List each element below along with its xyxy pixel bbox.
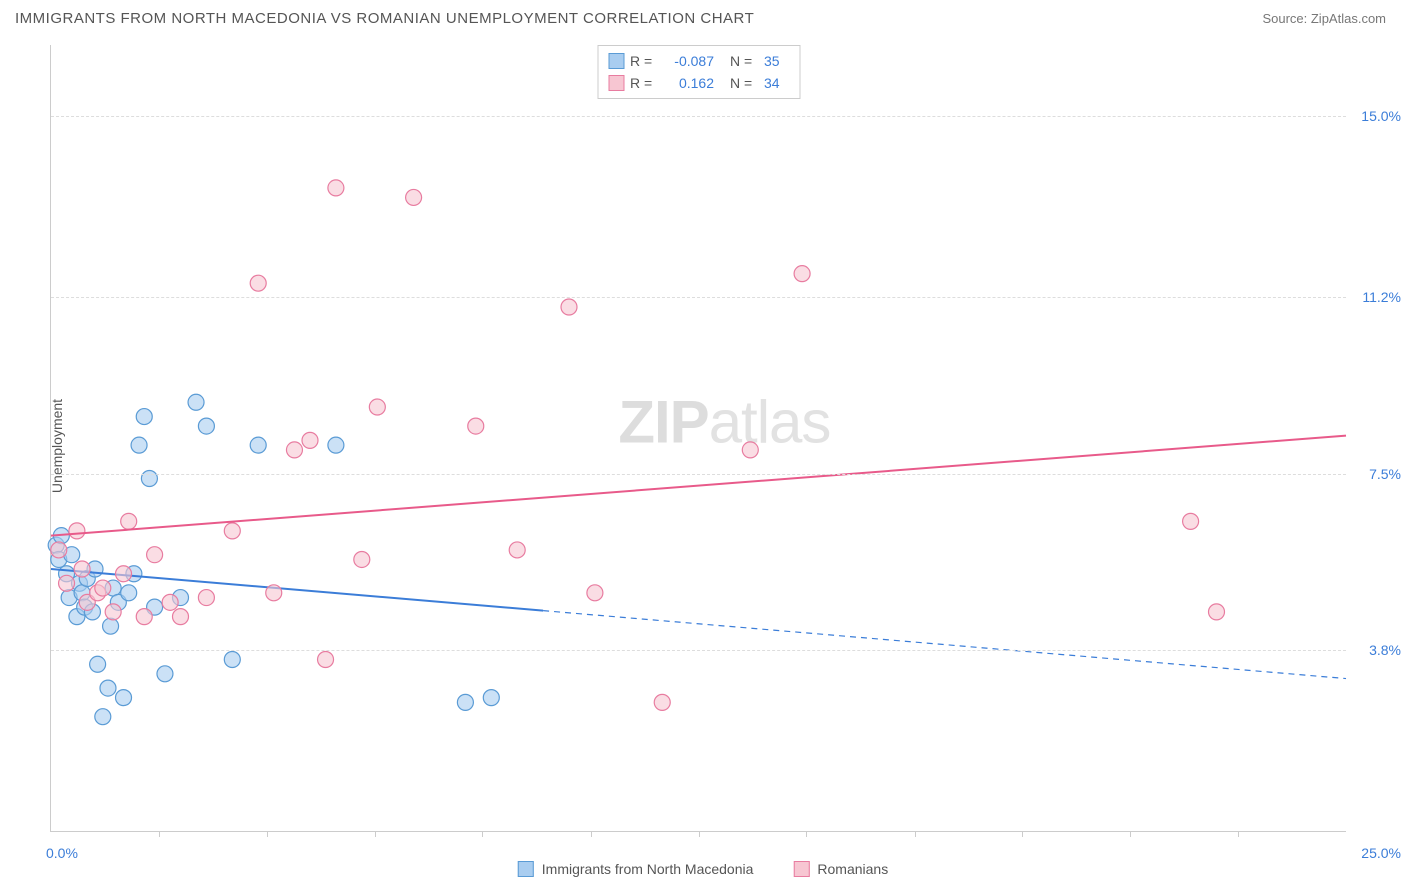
legend-item-series-1: Romanians	[793, 861, 888, 877]
bottom-legend: Immigrants from North Macedonia Romanian…	[518, 861, 888, 877]
swatch-series-0	[518, 861, 534, 877]
xtick	[159, 831, 160, 837]
scatter-point	[742, 442, 758, 458]
scatter-point	[266, 585, 282, 601]
xtick	[482, 831, 483, 837]
scatter-point	[100, 680, 116, 696]
legend-item-series-0: Immigrants from North Macedonia	[518, 861, 754, 877]
r-label: R =	[630, 50, 658, 72]
scatter-point	[224, 652, 240, 668]
scatter-point	[95, 580, 111, 596]
scatter-point	[468, 418, 484, 434]
xtick	[1130, 831, 1131, 837]
xtick-label: 0.0%	[46, 845, 78, 861]
scatter-point	[121, 513, 137, 529]
scatter-point	[509, 542, 525, 558]
scatter-point	[131, 437, 147, 453]
gridline	[51, 474, 1346, 475]
scatter-point	[250, 275, 266, 291]
r-value-1: 0.162	[664, 72, 714, 94]
scatter-point	[250, 437, 266, 453]
scatter-point	[51, 542, 67, 558]
scatter-point	[654, 694, 670, 710]
scatter-point	[457, 694, 473, 710]
xtick	[591, 831, 592, 837]
scatter-point	[136, 609, 152, 625]
xtick	[267, 831, 268, 837]
n-label: N =	[730, 72, 758, 94]
xtick	[375, 831, 376, 837]
xtick	[1238, 831, 1239, 837]
scatter-point	[561, 299, 577, 315]
scatter-point	[794, 266, 810, 282]
scatter-point	[74, 561, 90, 577]
scatter-point	[136, 409, 152, 425]
scatter-plot-svg	[51, 45, 1346, 831]
scatter-point	[198, 590, 214, 606]
r-value-0: -0.087	[664, 50, 714, 72]
scatter-point	[328, 437, 344, 453]
scatter-point	[483, 690, 499, 706]
n-value-1: 34	[764, 72, 789, 94]
scatter-point	[406, 189, 422, 205]
xtick	[915, 831, 916, 837]
chart-title: IMMIGRANTS FROM NORTH MACEDONIA VS ROMAN…	[15, 10, 754, 27]
swatch-series-1	[793, 861, 809, 877]
scatter-point	[188, 394, 204, 410]
correlation-row-series-0: R = -0.087 N = 35	[608, 50, 789, 72]
ytick-label: 11.2%	[1362, 289, 1401, 305]
scatter-point	[369, 399, 385, 415]
scatter-point	[147, 547, 163, 563]
xtick	[806, 831, 807, 837]
gridline	[51, 650, 1346, 651]
r-label: R =	[630, 72, 658, 94]
scatter-point	[90, 656, 106, 672]
scatter-point	[1183, 513, 1199, 529]
scatter-point	[286, 442, 302, 458]
gridline	[51, 116, 1346, 117]
swatch-series-1	[608, 75, 624, 91]
scatter-point	[162, 594, 178, 610]
scatter-point	[69, 523, 85, 539]
ytick-label: 15.0%	[1361, 108, 1401, 124]
scatter-point	[198, 418, 214, 434]
legend-label-1: Romanians	[817, 861, 888, 877]
scatter-point	[95, 709, 111, 725]
n-label: N =	[730, 50, 758, 72]
scatter-point	[318, 652, 334, 668]
scatter-point	[328, 180, 344, 196]
scatter-point	[587, 585, 603, 601]
scatter-point	[121, 585, 137, 601]
legend-label-0: Immigrants from North Macedonia	[542, 861, 754, 877]
scatter-point	[105, 604, 121, 620]
scatter-point	[1209, 604, 1225, 620]
trend-line-dashed	[543, 611, 1346, 679]
source-attribution: Source: ZipAtlas.com	[1262, 11, 1386, 26]
scatter-point	[157, 666, 173, 682]
xtick-label: 25.0%	[1361, 845, 1401, 861]
correlation-legend: R = -0.087 N = 35 R = 0.162 N = 34	[597, 45, 800, 99]
chart-area: R = -0.087 N = 35 R = 0.162 N = 34 ZIPat…	[50, 45, 1346, 832]
swatch-series-0	[608, 53, 624, 69]
ytick-label: 3.8%	[1369, 642, 1401, 658]
xtick	[1022, 831, 1023, 837]
trend-line-solid	[51, 436, 1346, 536]
n-value-0: 35	[764, 50, 789, 72]
scatter-point	[103, 618, 119, 634]
scatter-point	[354, 551, 370, 567]
correlation-row-series-1: R = 0.162 N = 34	[608, 72, 789, 94]
scatter-point	[59, 575, 75, 591]
ytick-label: 7.5%	[1369, 466, 1401, 482]
scatter-point	[224, 523, 240, 539]
scatter-point	[116, 566, 132, 582]
scatter-point	[173, 609, 189, 625]
xtick	[699, 831, 700, 837]
scatter-point	[116, 690, 132, 706]
scatter-point	[302, 432, 318, 448]
gridline	[51, 297, 1346, 298]
